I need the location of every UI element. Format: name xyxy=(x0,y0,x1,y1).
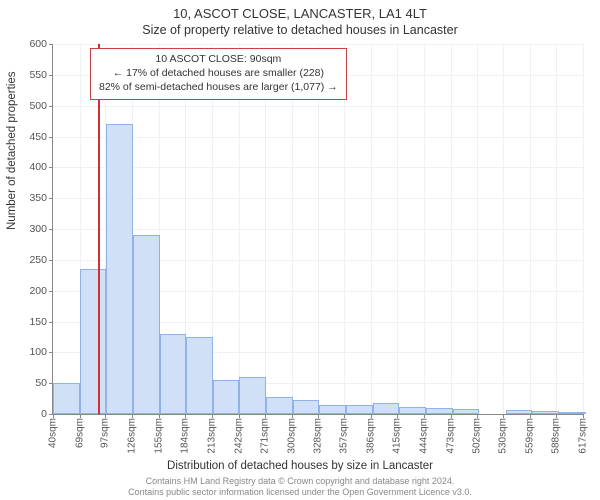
histogram-bar xyxy=(532,411,559,414)
footer-line-2: Contains public sector information licen… xyxy=(0,487,600,498)
xtick-label: 69sqm xyxy=(74,418,85,448)
xtick-label: 415sqm xyxy=(392,418,403,454)
histogram-bar xyxy=(559,412,586,414)
ytick-label: 250 xyxy=(29,254,47,266)
x-axis-label: Distribution of detached houses by size … xyxy=(0,460,600,472)
ytick-label: 0 xyxy=(41,408,47,420)
gridline-v xyxy=(477,44,478,414)
histogram-bar xyxy=(426,408,453,414)
gridline-v xyxy=(424,44,425,414)
xtick-label: 588sqm xyxy=(551,418,562,454)
histogram-bar xyxy=(213,380,240,414)
ytick-mark xyxy=(49,106,53,107)
xtick-label: 242sqm xyxy=(233,418,244,454)
histogram-bar xyxy=(106,124,133,414)
histogram-bar xyxy=(53,383,80,414)
histogram-bar xyxy=(239,377,266,414)
gridline-v xyxy=(556,44,557,414)
ytick-mark xyxy=(49,167,53,168)
ytick-label: 550 xyxy=(29,69,47,81)
ytick-label: 350 xyxy=(29,192,47,204)
histogram-bar xyxy=(319,405,346,414)
xtick-label: 213sqm xyxy=(206,418,217,454)
chart-container: 10, ASCOT CLOSE, LANCASTER, LA1 4LT Size… xyxy=(0,0,600,500)
xtick-label: 40sqm xyxy=(48,418,59,448)
ytick-label: 400 xyxy=(29,161,47,173)
histogram-bar xyxy=(453,409,480,414)
y-axis-label: Number of detached properties xyxy=(6,71,18,230)
gridline-v xyxy=(530,44,531,414)
xtick-label: 444sqm xyxy=(419,418,430,454)
info-line-1: 10 ASCOT CLOSE: 90sqm xyxy=(99,52,338,66)
ytick-mark xyxy=(49,75,53,76)
histogram-bar xyxy=(373,403,400,414)
histogram-bar xyxy=(160,334,187,414)
xtick-label: 617sqm xyxy=(578,418,589,454)
histogram-bar xyxy=(346,405,373,414)
ytick-mark xyxy=(49,44,53,45)
xtick-label: 155sqm xyxy=(153,418,164,454)
gridline-v xyxy=(503,44,504,414)
info-line-3: 82% of semi-detached houses are larger (… xyxy=(99,80,338,94)
ytick-label: 500 xyxy=(29,100,47,112)
histogram-bar xyxy=(506,410,533,414)
histogram-bar xyxy=(399,407,426,414)
ytick-mark xyxy=(49,352,53,353)
xtick-label: 357sqm xyxy=(339,418,350,454)
xtick-label: 97sqm xyxy=(100,418,111,448)
ytick-label: 100 xyxy=(29,346,47,358)
ytick-mark xyxy=(49,229,53,230)
page-title: 10, ASCOT CLOSE, LANCASTER, LA1 4LT xyxy=(0,0,600,21)
xtick-label: 328sqm xyxy=(312,418,323,454)
gridline-v xyxy=(371,44,372,414)
histogram-bar xyxy=(80,269,107,414)
ytick-mark xyxy=(49,260,53,261)
xtick-label: 559sqm xyxy=(524,418,535,454)
xtick-label: 473sqm xyxy=(445,418,456,454)
gridline-v xyxy=(451,44,452,414)
xtick-label: 530sqm xyxy=(498,418,509,454)
xtick-label: 502sqm xyxy=(472,418,483,454)
plot-area: 05010015020025030035040045050055060040sq… xyxy=(52,44,582,414)
ytick-mark xyxy=(49,137,53,138)
histogram-bar xyxy=(133,235,160,414)
xtick-label: 271sqm xyxy=(260,418,271,454)
footer-note: Contains HM Land Registry data © Crown c… xyxy=(0,476,600,498)
xtick-label: 126sqm xyxy=(126,418,137,454)
gridline-v xyxy=(583,44,584,414)
gridline-v xyxy=(397,44,398,414)
ytick-label: 300 xyxy=(29,223,47,235)
ytick-label: 50 xyxy=(35,377,47,389)
page-subtitle: Size of property relative to detached ho… xyxy=(0,21,600,37)
histogram-bar xyxy=(186,337,213,414)
info-box: 10 ASCOT CLOSE: 90sqm ← 17% of detached … xyxy=(90,48,347,100)
xtick-label: 184sqm xyxy=(180,418,191,454)
ytick-mark xyxy=(49,198,53,199)
xtick-label: 386sqm xyxy=(365,418,376,454)
ytick-mark xyxy=(49,291,53,292)
ytick-label: 150 xyxy=(29,316,47,328)
ytick-label: 450 xyxy=(29,131,47,143)
histogram-bar xyxy=(293,400,320,414)
plot-inner: 05010015020025030035040045050055060040sq… xyxy=(52,44,583,415)
footer-line-1: Contains HM Land Registry data © Crown c… xyxy=(0,476,600,487)
histogram-bar xyxy=(266,397,293,414)
ytick-mark xyxy=(49,322,53,323)
info-line-2: ← 17% of detached houses are smaller (22… xyxy=(99,66,338,80)
xtick-label: 300sqm xyxy=(286,418,297,454)
ytick-label: 200 xyxy=(29,285,47,297)
ytick-label: 600 xyxy=(29,38,47,50)
